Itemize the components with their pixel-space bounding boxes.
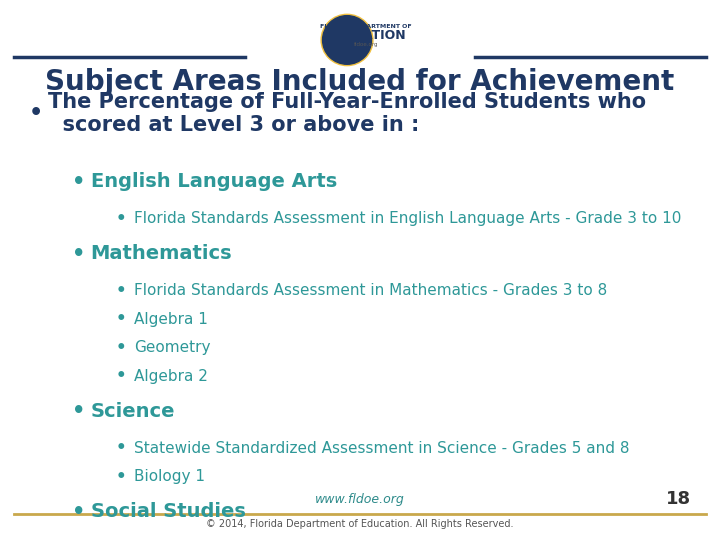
Text: •: • xyxy=(115,310,126,328)
Text: •: • xyxy=(115,367,126,386)
Text: Algebra 2: Algebra 2 xyxy=(134,369,208,384)
Text: English Language Arts: English Language Arts xyxy=(91,172,337,192)
Text: © 2014, Florida Department of Education. All Rights Reserved.: © 2014, Florida Department of Education.… xyxy=(206,519,514,529)
Text: •: • xyxy=(72,244,86,264)
Text: The Percentage of Full-Year-Enrolled Students who
  scored at Level 3 or above i: The Percentage of Full-Year-Enrolled Stu… xyxy=(48,92,646,135)
Text: •: • xyxy=(29,103,43,124)
Text: Florida Standards Assessment in English Language Arts - Grade 3 to 10: Florida Standards Assessment in English … xyxy=(134,211,681,226)
Text: •: • xyxy=(72,401,86,422)
Text: Algebra 1: Algebra 1 xyxy=(134,312,208,327)
Text: Geometry: Geometry xyxy=(134,340,210,355)
Text: fldoe.org: fldoe.org xyxy=(354,42,378,47)
Text: •: • xyxy=(115,468,126,486)
Text: •: • xyxy=(72,502,86,522)
Text: •: • xyxy=(115,210,126,228)
Ellipse shape xyxy=(323,16,372,64)
Text: •: • xyxy=(115,339,126,357)
Text: Statewide Standardized Assessment in Science - Grades 5 and 8: Statewide Standardized Assessment in Sci… xyxy=(134,441,629,456)
Text: •: • xyxy=(72,172,86,192)
Text: Social Studies: Social Studies xyxy=(91,502,246,522)
Ellipse shape xyxy=(321,14,373,65)
Text: www.fldoe.org: www.fldoe.org xyxy=(315,493,405,506)
Text: Subject Areas Included for Achievement: Subject Areas Included for Achievement xyxy=(45,68,675,96)
Text: Mathematics: Mathematics xyxy=(91,244,233,264)
Text: •: • xyxy=(115,281,126,300)
Text: 18: 18 xyxy=(666,490,691,509)
Text: Florida Standards Assessment in Mathematics - Grades 3 to 8: Florida Standards Assessment in Mathemat… xyxy=(134,283,607,298)
Text: FLORIDA DEPARTMENT OF: FLORIDA DEPARTMENT OF xyxy=(320,24,412,29)
Text: •: • xyxy=(115,439,126,457)
Text: Science: Science xyxy=(91,402,175,421)
Text: EDUCATION: EDUCATION xyxy=(325,29,406,42)
Text: Biology 1: Biology 1 xyxy=(134,469,205,484)
